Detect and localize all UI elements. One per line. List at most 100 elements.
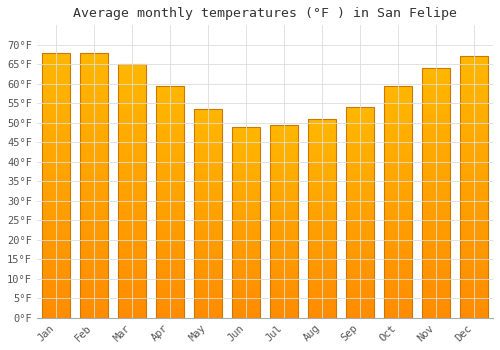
Bar — [232, 289, 260, 291]
Bar — [118, 262, 146, 265]
Bar — [270, 131, 298, 133]
Bar — [80, 257, 108, 259]
Bar — [118, 222, 146, 224]
Bar — [42, 98, 70, 100]
Bar — [346, 270, 374, 272]
Bar — [308, 266, 336, 268]
Bar — [194, 195, 222, 197]
Bar — [118, 298, 146, 300]
Title: Average monthly temperatures (°F ) in San Felipe: Average monthly temperatures (°F ) in Sa… — [73, 7, 457, 20]
Bar — [384, 316, 412, 318]
Bar — [194, 278, 222, 280]
Bar — [42, 161, 70, 164]
Bar — [156, 127, 184, 130]
Bar — [194, 239, 222, 241]
Bar — [270, 183, 298, 184]
Bar — [232, 182, 260, 184]
Bar — [422, 68, 450, 318]
Bar — [270, 250, 298, 252]
Bar — [460, 161, 488, 164]
Bar — [422, 263, 450, 265]
Bar — [156, 304, 184, 306]
Bar — [270, 235, 298, 237]
Bar — [80, 252, 108, 254]
Bar — [460, 125, 488, 127]
Bar — [80, 177, 108, 180]
Bar — [42, 175, 70, 177]
Bar — [232, 165, 260, 167]
Bar — [156, 139, 184, 141]
Bar — [118, 280, 146, 282]
Bar — [422, 186, 450, 188]
Bar — [308, 151, 336, 153]
Bar — [270, 161, 298, 163]
Bar — [308, 220, 336, 222]
Bar — [422, 173, 450, 176]
Bar — [194, 241, 222, 243]
Bar — [232, 199, 260, 201]
Bar — [460, 138, 488, 140]
Bar — [42, 267, 70, 270]
Bar — [346, 116, 374, 118]
Bar — [422, 80, 450, 83]
Bar — [270, 190, 298, 192]
Bar — [118, 219, 146, 222]
Bar — [308, 164, 336, 167]
Bar — [118, 250, 146, 252]
Bar — [346, 133, 374, 135]
Bar — [270, 152, 298, 154]
Bar — [422, 231, 450, 233]
Bar — [308, 157, 336, 159]
Bar — [232, 266, 260, 268]
Bar — [42, 241, 70, 244]
Bar — [422, 141, 450, 143]
Bar — [42, 252, 70, 254]
Bar — [346, 248, 374, 251]
Bar — [42, 304, 70, 307]
Bar — [156, 93, 184, 95]
Bar — [308, 139, 336, 141]
Bar — [460, 62, 488, 64]
Bar — [194, 272, 222, 274]
Bar — [270, 150, 298, 152]
Bar — [118, 305, 146, 308]
Bar — [156, 193, 184, 195]
Bar — [118, 158, 146, 161]
Bar — [384, 206, 412, 209]
Bar — [194, 295, 222, 297]
Bar — [156, 144, 184, 146]
Bar — [42, 130, 70, 132]
Bar — [270, 270, 298, 272]
Bar — [308, 294, 336, 296]
Bar — [80, 132, 108, 135]
Bar — [460, 260, 488, 263]
Bar — [270, 262, 298, 264]
Bar — [156, 86, 184, 318]
Bar — [346, 179, 374, 181]
Bar — [308, 190, 336, 192]
Bar — [460, 90, 488, 93]
Bar — [80, 286, 108, 289]
Bar — [308, 308, 336, 310]
Bar — [460, 56, 488, 59]
Bar — [460, 75, 488, 77]
Bar — [308, 184, 336, 187]
Bar — [384, 299, 412, 302]
Bar — [308, 167, 336, 169]
Bar — [422, 271, 450, 273]
Bar — [308, 290, 336, 292]
Bar — [270, 208, 298, 210]
Bar — [118, 214, 146, 216]
Bar — [270, 245, 298, 246]
Bar — [308, 250, 336, 252]
Bar — [422, 183, 450, 186]
Bar — [194, 207, 222, 209]
Bar — [194, 228, 222, 230]
Bar — [346, 301, 374, 303]
Bar — [156, 281, 184, 283]
Bar — [422, 298, 450, 300]
Bar — [232, 276, 260, 278]
Bar — [156, 130, 184, 132]
Bar — [270, 256, 298, 258]
Bar — [42, 299, 70, 302]
